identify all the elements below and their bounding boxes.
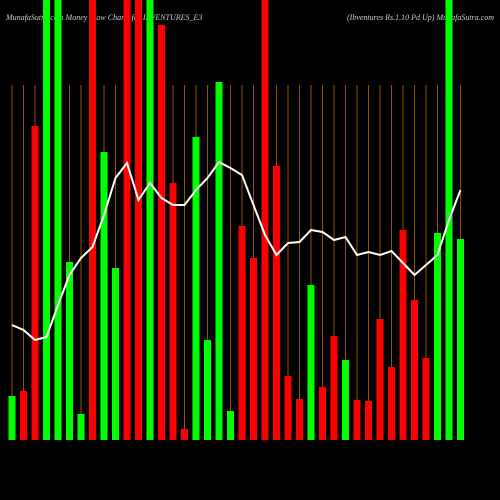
bar [100, 152, 108, 440]
bar [399, 230, 407, 440]
bar [388, 367, 395, 440]
bar [238, 226, 246, 440]
bar [376, 319, 384, 440]
bar [123, 0, 131, 440]
bar [273, 166, 280, 440]
bar [43, 0, 50, 440]
chart-subtitle: (Ibventures Rs.1.10 Pd Up) MunafaSutra.c… [347, 13, 494, 22]
bar [434, 233, 441, 440]
bar [169, 183, 177, 440]
chart-title: MunafaSutra.com Money Flow Charts for IB… [5, 13, 202, 22]
bar [411, 300, 418, 440]
bar [146, 0, 154, 440]
bar [353, 400, 361, 440]
bar [342, 360, 349, 440]
bar [307, 285, 315, 440]
money-flow-line [11, 160, 462, 342]
bar [227, 411, 234, 440]
bar [319, 387, 326, 440]
bar [135, 0, 142, 440]
bar [20, 391, 27, 440]
bar [422, 358, 430, 440]
bar [66, 262, 73, 440]
bar [31, 126, 39, 440]
bar [181, 429, 188, 440]
bar [330, 336, 338, 440]
bar [250, 258, 257, 440]
bar [284, 376, 292, 440]
bar [158, 25, 165, 440]
bar [8, 396, 16, 440]
bar [261, 0, 269, 440]
bar [215, 82, 223, 440]
bar [112, 268, 119, 440]
bar [204, 340, 211, 440]
bar [89, 0, 96, 440]
bar [457, 239, 464, 440]
bar [365, 401, 372, 440]
bar [192, 137, 200, 440]
bar [77, 414, 85, 440]
bar [54, 0, 62, 440]
bar [296, 399, 303, 440]
